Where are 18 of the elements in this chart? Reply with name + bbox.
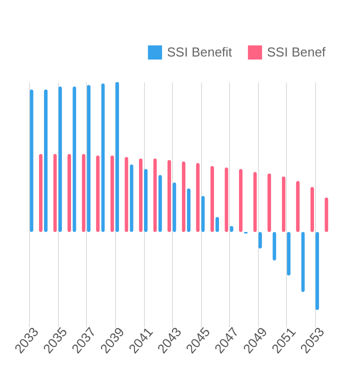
- bar: [115, 82, 120, 232]
- bar: [144, 169, 148, 232]
- bar: [315, 232, 320, 310]
- bar: [110, 156, 114, 232]
- bar: [186, 188, 191, 232]
- bar: [86, 85, 91, 232]
- legend-label: SSI Benefit: [167, 44, 232, 60]
- bar: [267, 174, 272, 232]
- bar: [238, 169, 243, 232]
- bar: [167, 160, 172, 232]
- legend-label: SSI Benef: [267, 44, 326, 60]
- bar: [38, 154, 43, 232]
- bar: [286, 232, 291, 276]
- bar: [210, 166, 214, 232]
- bar: [44, 90, 48, 232]
- bar: [310, 187, 314, 232]
- bar: [67, 154, 72, 232]
- bar: [138, 158, 143, 232]
